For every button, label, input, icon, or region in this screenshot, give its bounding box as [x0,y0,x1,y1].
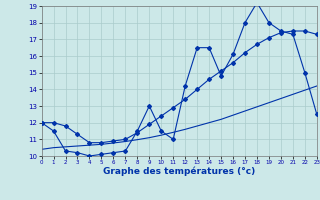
X-axis label: Graphe des températures (°c): Graphe des températures (°c) [103,167,255,176]
